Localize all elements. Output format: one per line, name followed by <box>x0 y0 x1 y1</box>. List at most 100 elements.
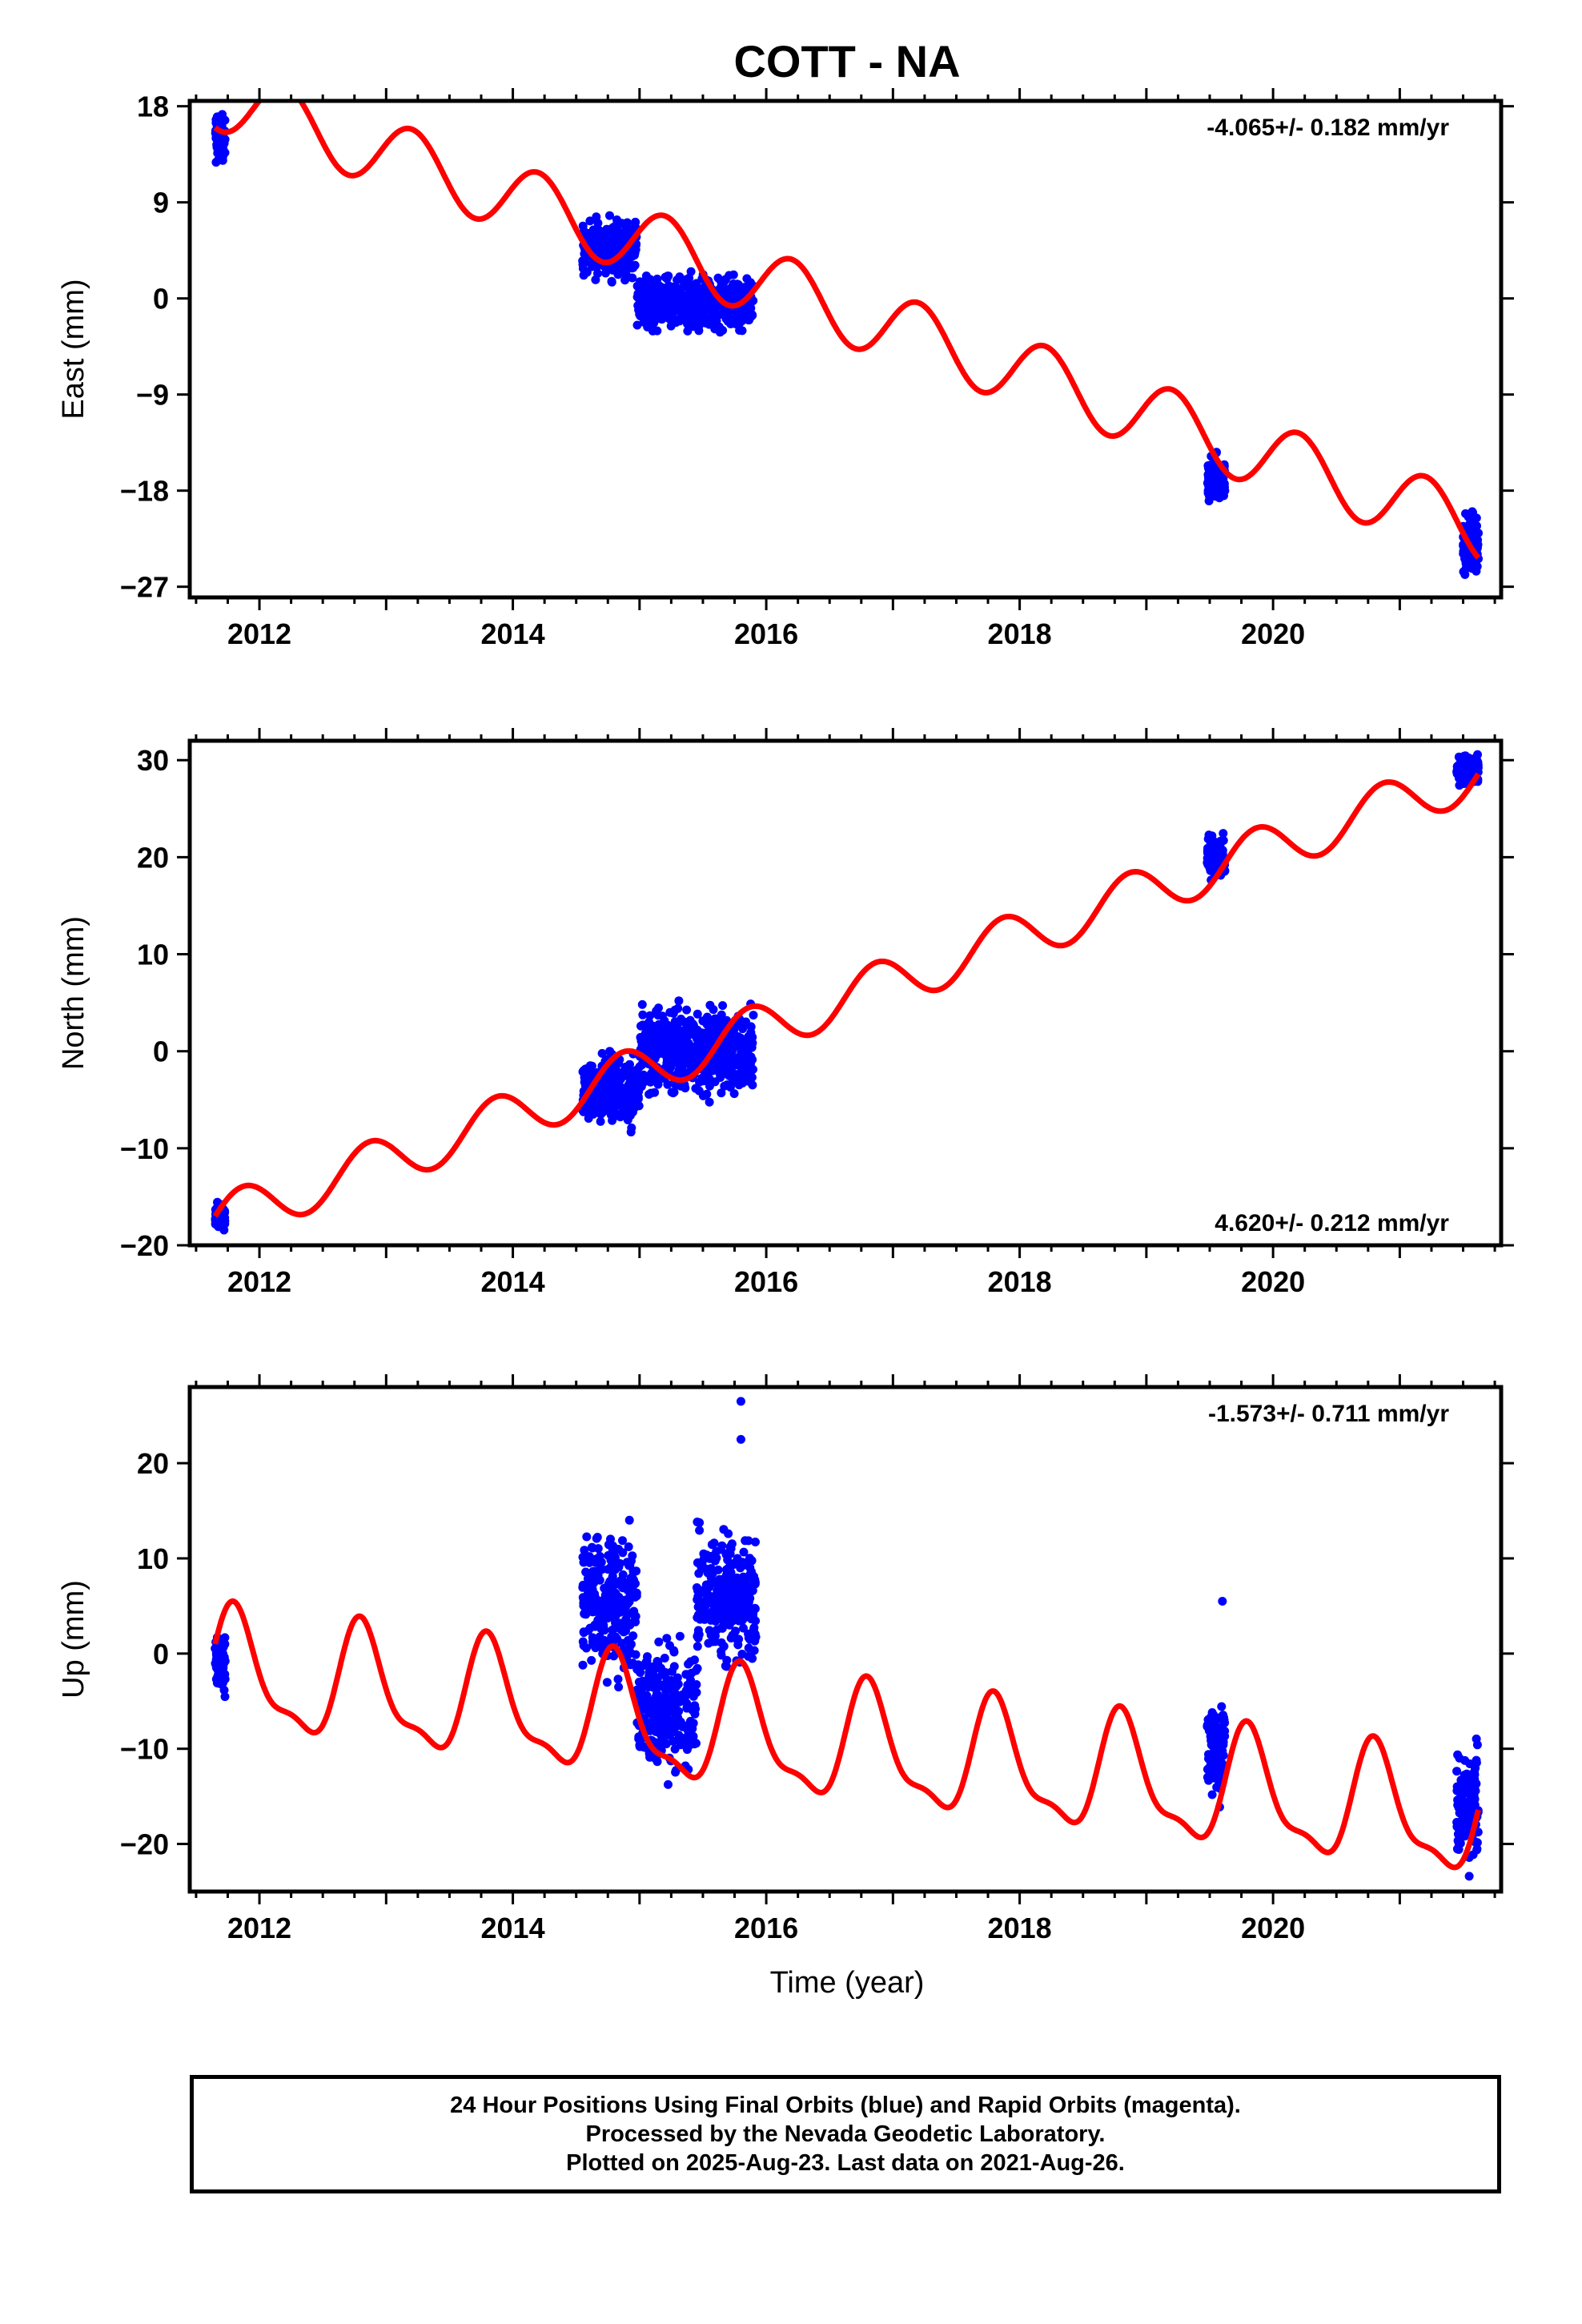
north-data-point <box>740 1052 749 1062</box>
up-data-point <box>588 1543 597 1553</box>
up-data-point <box>660 1667 669 1677</box>
up-x-tick-label: 2020 <box>1241 1912 1305 1944</box>
up-data-point <box>606 1562 616 1572</box>
up-data-point <box>662 1634 672 1643</box>
up-data-point <box>719 1642 729 1651</box>
up-data-point <box>1453 1836 1463 1845</box>
north-data-point <box>607 1076 616 1086</box>
east-data-point <box>1472 561 1481 569</box>
east-data-point <box>1208 480 1218 490</box>
up-data-point <box>685 1741 694 1751</box>
up-data-point <box>618 1536 627 1546</box>
east-data-point <box>683 326 693 336</box>
east-model-line <box>213 101 1481 560</box>
up-data-point <box>595 1551 604 1561</box>
east-data-point <box>696 318 705 328</box>
up-data-point <box>617 1638 627 1648</box>
north-data-point <box>665 1055 675 1065</box>
up-data-point <box>653 1727 663 1736</box>
east-data-point <box>211 115 221 124</box>
east-data-point <box>630 260 640 270</box>
up-y-tick-label: 20 <box>137 1447 169 1480</box>
east-data-point <box>578 221 588 231</box>
north-model-line <box>212 772 1481 1218</box>
north-x-tick-label: 2020 <box>1241 1265 1305 1298</box>
up-data-point <box>669 1662 679 1671</box>
north-data-point <box>670 1005 680 1015</box>
up-data-point <box>581 1610 591 1619</box>
up-data-point <box>652 1757 662 1767</box>
north-points <box>211 750 1483 1235</box>
up-data-point <box>683 1680 693 1690</box>
up-data-point <box>706 1630 716 1640</box>
up-data-point <box>698 1563 708 1573</box>
north-data-point <box>705 1081 714 1091</box>
north-y-axis-label: North (mm) <box>57 916 90 1070</box>
up-data-point <box>1456 1816 1466 1826</box>
east-data-point <box>641 285 650 295</box>
east-data-point <box>1461 564 1471 573</box>
east-data-point <box>694 326 704 336</box>
north-data-point <box>628 1090 638 1100</box>
up-data-point <box>665 1683 674 1693</box>
up-data-point <box>633 1687 643 1696</box>
up-data-point <box>622 1581 632 1590</box>
north-data-point <box>688 1044 697 1054</box>
east-data-point <box>632 281 642 291</box>
north-data-point <box>673 1046 682 1055</box>
east-data-point <box>677 275 686 284</box>
up-data-point <box>745 1554 754 1563</box>
north-data-point <box>736 1033 745 1043</box>
up-data-point <box>602 1678 612 1687</box>
north-data-point <box>702 1019 712 1029</box>
up-data-point <box>717 1541 727 1550</box>
up-frame <box>187 1385 1504 1894</box>
up-y-tick-label: 0 <box>153 1638 169 1671</box>
up-data-point <box>684 1659 693 1669</box>
east-data-point <box>713 273 723 283</box>
up-data-point <box>590 1568 600 1578</box>
up-data-point <box>587 1655 596 1665</box>
east-x-tick-label: 2014 <box>481 617 545 650</box>
north-data-point <box>1214 838 1223 847</box>
up-data-point <box>735 1603 745 1613</box>
north-data-point <box>597 1108 607 1118</box>
up-data-point <box>638 1676 647 1686</box>
up-data-point <box>736 1397 745 1406</box>
up-data-point <box>616 1621 626 1630</box>
up-data-point <box>579 1627 588 1637</box>
up-data-point <box>652 1693 662 1703</box>
up-data-point <box>749 1623 759 1632</box>
up-data-point <box>1452 1767 1462 1776</box>
north-data-point <box>598 1090 607 1100</box>
up-data-point <box>217 1647 227 1656</box>
panel-east: 2012 2014 2016 2018 2020 18 9 0 −9 −18 −27 East (mm… <box>57 88 1514 650</box>
north-data-point <box>749 1064 757 1074</box>
up-data-point <box>749 1646 759 1655</box>
east-data-point <box>219 148 228 158</box>
east-data-point <box>621 231 631 241</box>
east-rate-label: -4.065+/- 0.182 mm/yr <box>1207 115 1449 141</box>
north-data-point <box>717 1044 726 1054</box>
up-data-point <box>1464 1872 1474 1881</box>
east-data-point <box>618 258 627 267</box>
up-data-point <box>739 1623 748 1633</box>
east-y-tick-label: 0 <box>153 283 169 316</box>
up-data-point <box>751 1616 761 1626</box>
east-data-point <box>602 224 612 234</box>
north-data-point <box>663 1080 673 1089</box>
up-data-point <box>676 1733 685 1742</box>
footer-box: 24 Hour Positions Using Final Orbits (bl… <box>190 2075 1501 2193</box>
up-data-point <box>648 1667 658 1677</box>
up-data-point <box>689 1719 698 1728</box>
north-data-point <box>628 1097 638 1107</box>
east-data-point <box>605 211 614 220</box>
east-data-point <box>716 324 725 334</box>
up-data-point <box>1207 1723 1217 1733</box>
footer-line-2: Processed by the Nevada Geodetic Laborat… <box>585 2121 1106 2147</box>
up-data-point <box>742 1582 752 1591</box>
x-axis-label: Time (year) <box>770 1966 925 2000</box>
up-data-point <box>579 1641 588 1651</box>
north-data-point <box>603 1083 612 1092</box>
north-data-point <box>584 1114 593 1123</box>
